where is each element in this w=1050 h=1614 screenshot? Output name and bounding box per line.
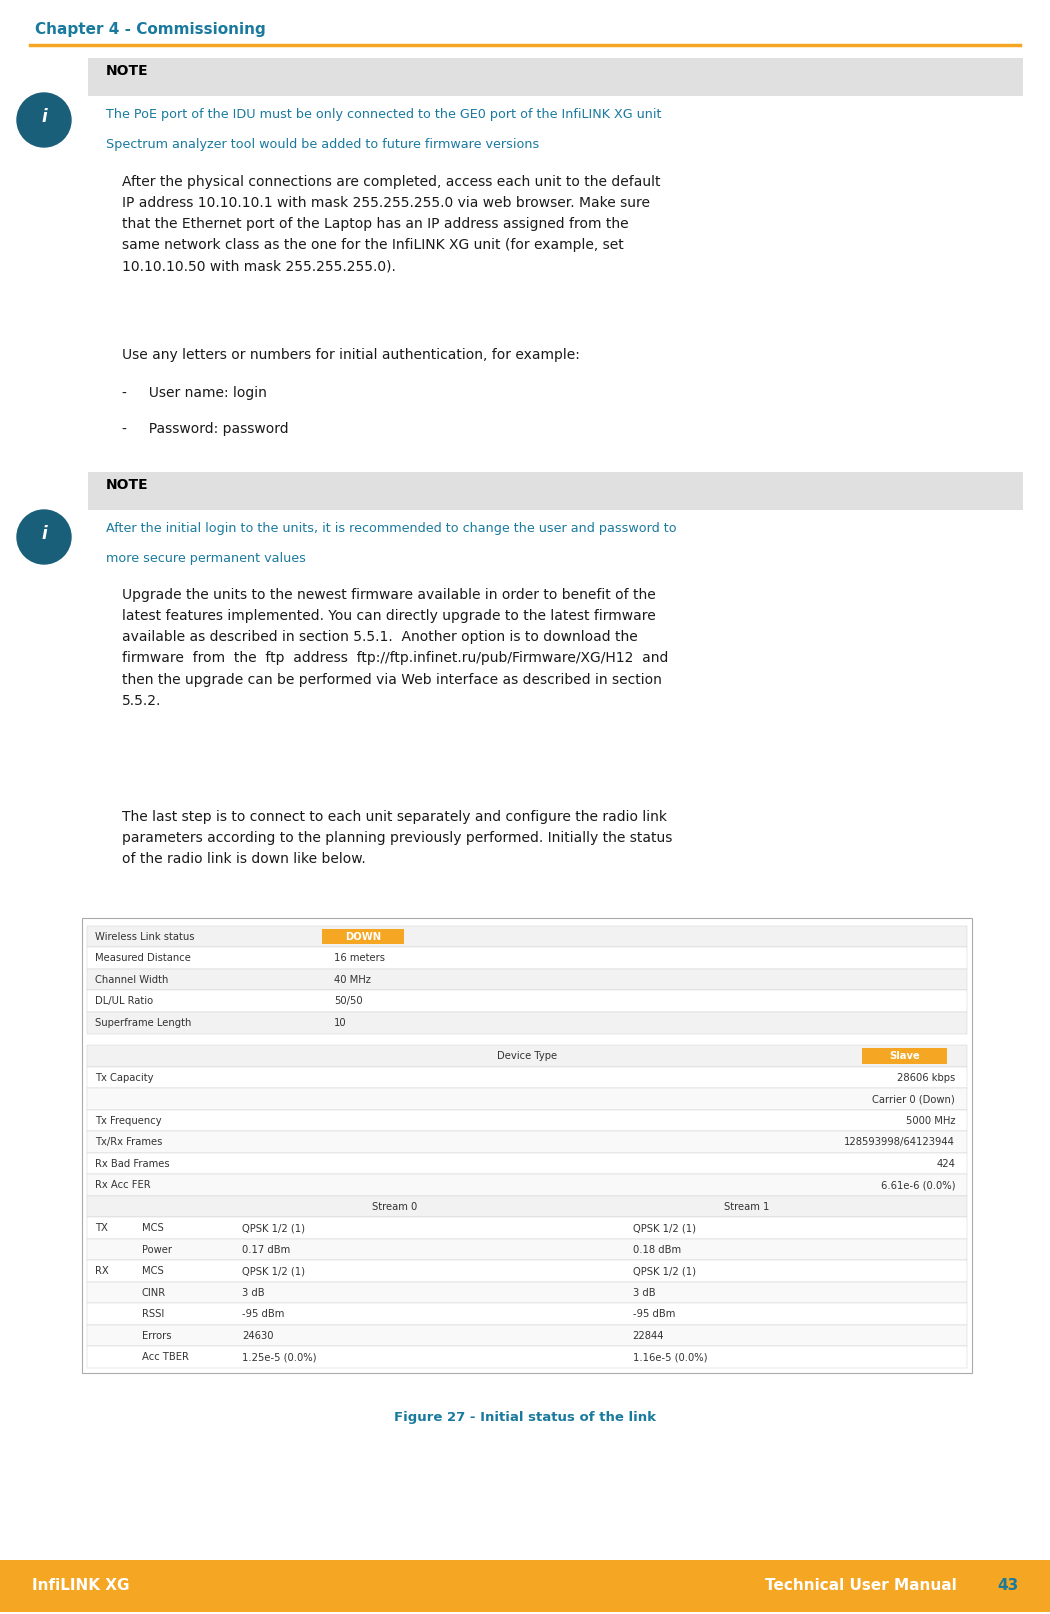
FancyBboxPatch shape <box>87 1110 967 1131</box>
Text: Slave: Slave <box>889 1051 920 1062</box>
Text: QPSK 1/2 (1): QPSK 1/2 (1) <box>632 1267 695 1277</box>
Text: Carrier 0 (Down): Carrier 0 (Down) <box>873 1094 956 1104</box>
Text: Stream 1: Stream 1 <box>724 1202 770 1212</box>
Text: 3 dB: 3 dB <box>632 1288 655 1298</box>
Text: 424: 424 <box>937 1159 956 1169</box>
Text: Rx Acc FER: Rx Acc FER <box>94 1180 150 1190</box>
Text: -     User name: login: - User name: login <box>122 386 267 400</box>
FancyBboxPatch shape <box>87 1261 967 1282</box>
Text: MCS: MCS <box>142 1267 164 1277</box>
Text: -     Password: password: - Password: password <box>122 421 289 436</box>
Text: 43: 43 <box>998 1578 1018 1593</box>
Text: Measured Distance: Measured Distance <box>94 954 191 964</box>
Text: Chapter 4 - Commissioning: Chapter 4 - Commissioning <box>35 23 266 37</box>
Text: QPSK 1/2 (1): QPSK 1/2 (1) <box>632 1223 695 1233</box>
FancyBboxPatch shape <box>87 1196 967 1217</box>
Text: Use any letters or numbers for initial authentication, for example:: Use any letters or numbers for initial a… <box>122 349 580 362</box>
FancyBboxPatch shape <box>87 1240 967 1261</box>
FancyBboxPatch shape <box>87 947 967 968</box>
Text: 16 meters: 16 meters <box>334 954 385 964</box>
Text: 40 MHz: 40 MHz <box>334 975 371 985</box>
Text: Figure 27 - Initial status of the link: Figure 27 - Initial status of the link <box>394 1411 656 1424</box>
Text: RSSI: RSSI <box>142 1309 164 1319</box>
Text: -95 dBm: -95 dBm <box>242 1309 285 1319</box>
Text: DL/UL Ratio: DL/UL Ratio <box>94 996 153 1006</box>
FancyBboxPatch shape <box>87 926 967 947</box>
Text: Acc TBER: Acc TBER <box>142 1353 189 1362</box>
Text: RX: RX <box>94 1267 109 1277</box>
Text: Upgrade the units to the newest firmware available in order to benefit of the
la: Upgrade the units to the newest firmware… <box>122 587 669 709</box>
FancyBboxPatch shape <box>862 1049 947 1064</box>
Text: QPSK 1/2 (1): QPSK 1/2 (1) <box>242 1267 304 1277</box>
Text: -95 dBm: -95 dBm <box>632 1309 675 1319</box>
FancyBboxPatch shape <box>87 1175 967 1196</box>
FancyBboxPatch shape <box>87 1217 967 1240</box>
FancyBboxPatch shape <box>87 991 967 1012</box>
Text: Power: Power <box>142 1244 172 1254</box>
FancyBboxPatch shape <box>87 1131 967 1152</box>
Text: The last step is to connect to each unit separately and configure the radio link: The last step is to connect to each unit… <box>122 810 672 867</box>
Text: Channel Width: Channel Width <box>94 975 168 985</box>
FancyBboxPatch shape <box>87 1046 967 1067</box>
FancyBboxPatch shape <box>87 1067 967 1088</box>
FancyBboxPatch shape <box>87 968 967 991</box>
Text: CINR: CINR <box>142 1288 166 1298</box>
Text: Tx Frequency: Tx Frequency <box>94 1115 162 1125</box>
FancyBboxPatch shape <box>322 930 404 944</box>
Text: Tx Capacity: Tx Capacity <box>94 1073 153 1083</box>
Text: 128593998/64123944: 128593998/64123944 <box>844 1138 956 1148</box>
FancyBboxPatch shape <box>87 1282 967 1304</box>
FancyBboxPatch shape <box>82 918 972 1374</box>
FancyBboxPatch shape <box>87 1304 967 1325</box>
Text: Tx/Rx Frames: Tx/Rx Frames <box>94 1138 163 1148</box>
Text: i: i <box>41 108 47 126</box>
Text: NOTE: NOTE <box>106 65 149 77</box>
Text: Technical User Manual: Technical User Manual <box>765 1578 957 1593</box>
Text: Errors: Errors <box>142 1332 171 1341</box>
Text: MCS: MCS <box>142 1223 164 1233</box>
Text: 5000 MHz: 5000 MHz <box>905 1115 956 1125</box>
FancyBboxPatch shape <box>87 1088 967 1110</box>
Text: Spectrum analyzer tool would be added to future firmware versions: Spectrum analyzer tool would be added to… <box>106 139 540 152</box>
Text: After the initial login to the units, it is recommended to change the user and p: After the initial login to the units, it… <box>106 521 676 534</box>
FancyBboxPatch shape <box>88 471 1023 510</box>
Text: 0.17 dBm: 0.17 dBm <box>242 1244 290 1254</box>
Text: DOWN: DOWN <box>345 931 381 941</box>
Text: more secure permanent values: more secure permanent values <box>106 552 306 565</box>
FancyBboxPatch shape <box>87 1325 967 1346</box>
Text: 1.25e-5 (0.0%): 1.25e-5 (0.0%) <box>242 1353 316 1362</box>
Text: 6.61e-6 (0.0%): 6.61e-6 (0.0%) <box>881 1180 956 1190</box>
FancyBboxPatch shape <box>88 58 1023 95</box>
Text: 24630: 24630 <box>242 1332 273 1341</box>
Text: After the physical connections are completed, access each unit to the default
IP: After the physical connections are compl… <box>122 174 660 274</box>
Text: 1.16e-5 (0.0%): 1.16e-5 (0.0%) <box>632 1353 707 1362</box>
Text: QPSK 1/2 (1): QPSK 1/2 (1) <box>242 1223 304 1233</box>
Text: i: i <box>41 525 47 542</box>
Text: 22844: 22844 <box>632 1332 664 1341</box>
Text: TX: TX <box>94 1223 108 1233</box>
Circle shape <box>17 510 71 563</box>
Text: The PoE port of the IDU must be only connected to the GE0 port of the InfiLINK X: The PoE port of the IDU must be only con… <box>106 108 662 121</box>
Text: InfiLINK XG: InfiLINK XG <box>32 1578 129 1593</box>
Text: Superframe Length: Superframe Length <box>94 1018 191 1028</box>
FancyBboxPatch shape <box>87 1152 967 1175</box>
Text: 0.18 dBm: 0.18 dBm <box>632 1244 680 1254</box>
Text: 50/50: 50/50 <box>334 996 362 1006</box>
Text: Stream 0: Stream 0 <box>373 1202 418 1212</box>
Text: Device Type: Device Type <box>497 1051 558 1062</box>
Text: 28606 kbps: 28606 kbps <box>897 1073 956 1083</box>
FancyBboxPatch shape <box>0 1561 1050 1612</box>
Circle shape <box>17 94 71 147</box>
Text: Rx Bad Frames: Rx Bad Frames <box>94 1159 170 1169</box>
Text: 3 dB: 3 dB <box>242 1288 265 1298</box>
Text: Wireless Link status: Wireless Link status <box>94 931 194 941</box>
FancyBboxPatch shape <box>87 1346 967 1369</box>
FancyBboxPatch shape <box>87 1012 967 1033</box>
Text: 10: 10 <box>334 1018 346 1028</box>
Text: NOTE: NOTE <box>106 478 149 492</box>
